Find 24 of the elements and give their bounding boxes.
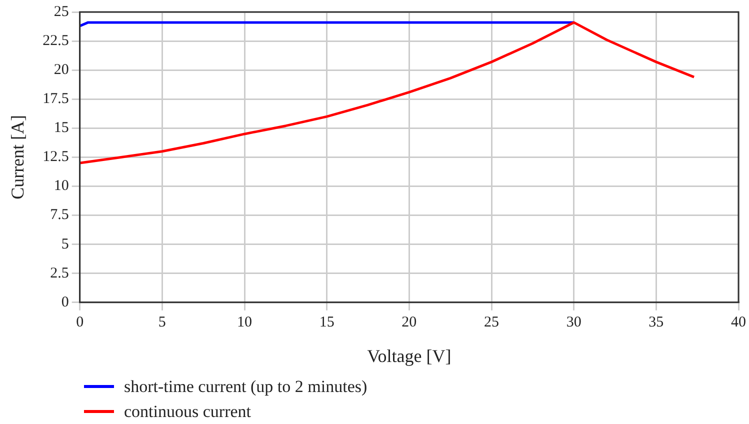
y-tick-label: 25 [54,4,69,20]
y-tick-label: 20 [54,62,69,78]
y-tick-label: 15 [54,120,69,136]
legend-label: short-time current (up to 2 minutes) [124,376,368,396]
x-tick-label: 10 [237,314,252,330]
x-axis-title: Voltage [V] [367,346,452,366]
x-tick-label: 30 [566,314,582,330]
x-tick-label: 40 [731,314,746,330]
x-tick-label: 25 [484,314,500,330]
y-tick-label: 0 [61,294,69,310]
x-tick-label: 5 [158,314,166,330]
y-axis-title: Current [A] [8,114,28,200]
y-tick-label: 10 [54,178,69,194]
x-tick-label: 35 [648,314,664,330]
y-tick-label: 17.5 [42,91,69,108]
x-tick-label: 0 [76,314,84,330]
y-tick-label: 7.5 [50,207,69,224]
y-tick-label: 22.5 [42,32,69,49]
y-tick-label: 5 [61,236,69,252]
x-tick-label: 15 [319,314,334,330]
y-tick-label: 12.5 [42,149,69,166]
legend-label: continuous current [124,402,251,422]
x-tick-label: 20 [402,314,417,330]
y-tick-label: 2.5 [50,265,69,282]
